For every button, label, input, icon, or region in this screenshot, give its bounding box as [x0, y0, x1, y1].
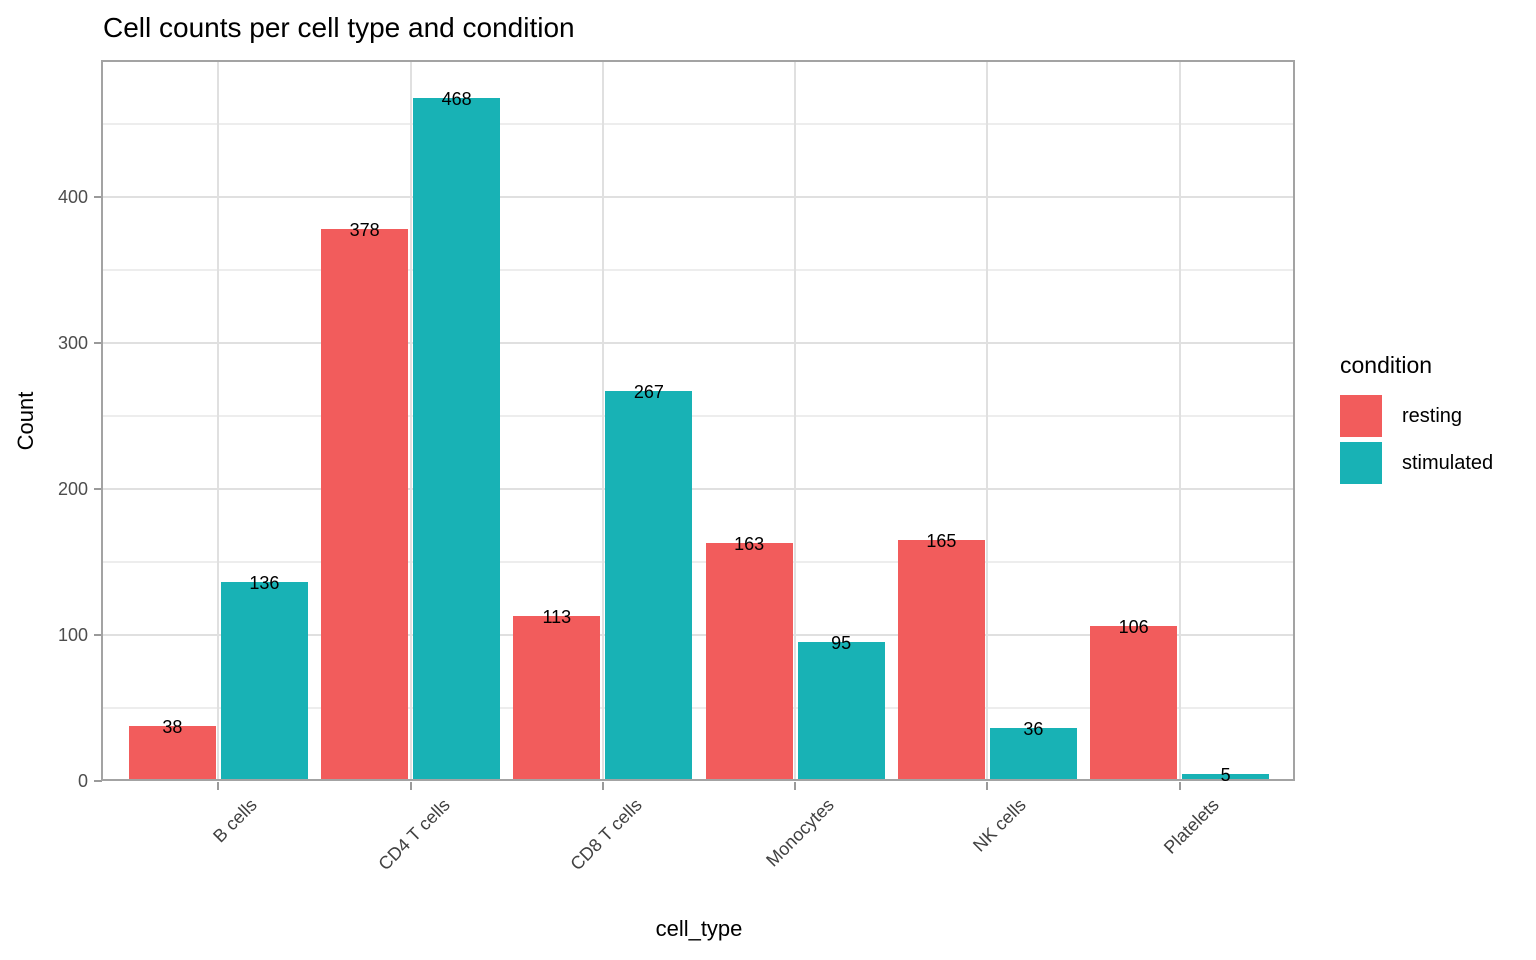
chart-title: Cell counts per cell type and condition [103, 12, 575, 43]
bar-value-label: 163 [734, 534, 765, 555]
gridline-major-vertical [986, 62, 989, 781]
bar-stimulated-b-cells [220, 582, 308, 781]
y-axis-tick-label: 400 [57, 187, 88, 208]
bar-value-label: 5 [1220, 764, 1231, 785]
x-axis-tick-label: Platelets [1159, 794, 1223, 858]
gridline-major [103, 634, 1295, 636]
x-axis-tick-label: CD4 T cells [373, 794, 454, 875]
bar-stimulated-nk-cells [989, 728, 1077, 781]
bar-value-label: 468 [441, 88, 472, 109]
gridline-minor [103, 415, 1295, 417]
gridline-minor [103, 123, 1295, 125]
bar-value-label: 378 [349, 220, 380, 241]
bar-value-label: 136 [249, 573, 280, 594]
y-axis-title: Count [13, 391, 38, 451]
y-tick-mark [94, 780, 102, 782]
bar-stimulated-monocytes [797, 642, 885, 781]
bar-stimulated-cd8-t-cells [605, 391, 693, 781]
bar-resting-nk-cells [897, 540, 985, 781]
y-axis-tick-label: 100 [57, 625, 88, 645]
gridline-major-vertical [794, 62, 797, 781]
gridline-major-vertical [409, 62, 412, 781]
y-axis-tick-label: 0 [77, 771, 88, 791]
gridline-major-vertical [601, 62, 604, 781]
x-tick-mark [409, 782, 412, 790]
legend-swatch-resting [1340, 395, 1382, 437]
legend-item-resting: resting [1340, 395, 1493, 437]
x-axis-tick-label: NK cells [969, 794, 1031, 856]
legend-label-resting: resting [1402, 404, 1463, 427]
gridline-minor [103, 269, 1295, 271]
bar-value-label: 36 [1023, 719, 1044, 740]
x-axis-tick-label: CD8 T cells [566, 794, 646, 875]
legend-item-stimulated: stimulated [1340, 442, 1493, 484]
legend-title: condition [1340, 352, 1433, 378]
bar-value-label: 38 [162, 716, 183, 737]
legend-label-stimulated: stimulated [1402, 451, 1494, 474]
gridline-major [103, 488, 1295, 491]
x-axis-tick-label: B cells [209, 794, 262, 847]
gridline-major [103, 196, 1295, 199]
y-tick-mark [94, 196, 102, 199]
gridline-minor [103, 707, 1295, 709]
gridline-major-vertical [217, 62, 220, 781]
x-tick-mark [217, 782, 220, 790]
y-axis-tick-label: 300 [57, 333, 88, 354]
y-tick-mark [94, 488, 102, 491]
bar-value-label: 106 [1118, 617, 1149, 638]
bar-resting-cd8-t-cells [513, 616, 601, 781]
bar-value-label: 165 [926, 531, 957, 552]
gridline-major-vertical [1178, 62, 1181, 781]
x-tick-mark [601, 782, 604, 790]
bar-stimulated-cd4-t-cells [413, 97, 501, 781]
bar-stimulated-platelets [1182, 773, 1270, 781]
x-tick-mark [986, 782, 989, 790]
bar-resting-monocytes [705, 543, 793, 781]
gridline-minor [103, 561, 1295, 563]
y-axis-tick-label: 200 [57, 479, 88, 500]
legend: condition resting stimulated [1340, 352, 1493, 489]
bar-resting-platelets [1090, 626, 1178, 781]
gridline-major [103, 342, 1295, 345]
x-tick-mark [794, 782, 797, 790]
bar-value-label: 267 [633, 382, 664, 403]
bar-resting-b-cells [128, 725, 216, 781]
x-axis-title: cell_type [655, 916, 743, 941]
y-tick-mark [94, 342, 102, 345]
bar-value-label: 95 [831, 633, 852, 654]
legend-swatch-stimulated [1340, 442, 1382, 484]
bar-value-label: 113 [542, 607, 572, 628]
y-tick-mark [94, 634, 102, 636]
x-tick-mark [1178, 782, 1181, 790]
bar-resting-cd4-t-cells [321, 229, 409, 781]
